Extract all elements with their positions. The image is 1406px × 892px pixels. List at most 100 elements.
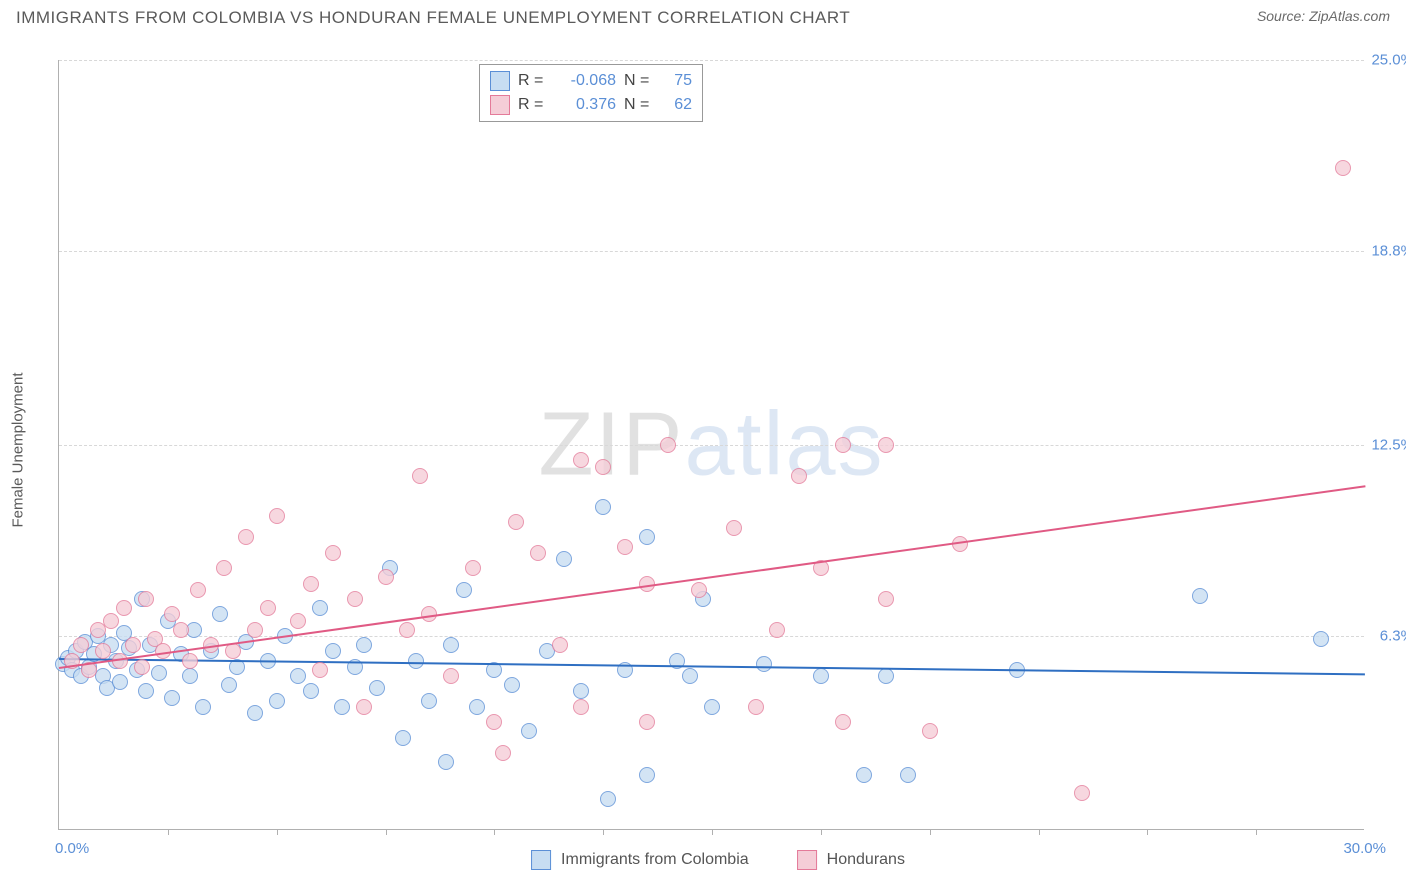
y-tick-label: 12.5% — [1354, 437, 1406, 454]
data-point-colombia — [182, 668, 198, 684]
data-point-honduras — [878, 437, 894, 453]
data-point-colombia — [438, 754, 454, 770]
legend-n-value: 75 — [662, 69, 692, 93]
data-point-colombia — [1313, 631, 1329, 647]
data-point-colombia — [456, 582, 472, 598]
data-point-colombia — [704, 699, 720, 715]
data-point-honduras — [552, 637, 568, 653]
data-point-colombia — [395, 730, 411, 746]
data-point-honduras — [269, 508, 285, 524]
data-point-honduras — [726, 520, 742, 536]
data-point-colombia — [504, 677, 520, 693]
data-point-honduras — [835, 714, 851, 730]
source-link[interactable]: ZipAtlas.com — [1309, 8, 1390, 24]
series-swatch-honduras — [797, 850, 817, 870]
data-point-honduras — [443, 668, 459, 684]
source-attribution: Source: ZipAtlas.com — [1257, 8, 1390, 24]
data-point-honduras — [573, 452, 589, 468]
data-point-honduras — [1335, 160, 1351, 176]
data-point-honduras — [356, 699, 372, 715]
data-point-colombia — [556, 551, 572, 567]
series-legend-item-colombia: Immigrants from Colombia — [531, 850, 749, 870]
source-prefix: Source: — [1257, 8, 1309, 24]
chart-container: Female Unemployment ZIPatlas R =-0.068N … — [48, 60, 1388, 840]
data-point-honduras — [495, 745, 511, 761]
data-point-honduras — [325, 545, 341, 561]
data-point-honduras — [508, 514, 524, 530]
data-point-honduras — [573, 699, 589, 715]
data-point-colombia — [595, 499, 611, 515]
data-point-honduras — [691, 582, 707, 598]
data-point-colombia — [269, 693, 285, 709]
data-point-honduras — [247, 622, 263, 638]
data-point-colombia — [212, 606, 228, 622]
data-point-honduras — [347, 591, 363, 607]
data-point-honduras — [182, 653, 198, 669]
data-point-colombia — [247, 705, 263, 721]
gridline — [59, 445, 1364, 446]
data-point-colombia — [878, 668, 894, 684]
data-point-honduras — [238, 529, 254, 545]
data-point-honduras — [769, 622, 785, 638]
data-point-honduras — [103, 613, 119, 629]
x-axis-start-label: 0.0% — [55, 840, 89, 857]
data-point-honduras — [639, 714, 655, 730]
x-tick — [494, 829, 495, 835]
data-point-colombia — [856, 767, 872, 783]
data-point-colombia — [151, 665, 167, 681]
x-tick — [1039, 829, 1040, 835]
data-point-colombia — [334, 699, 350, 715]
data-point-honduras — [260, 600, 276, 616]
data-point-honduras — [486, 714, 502, 730]
y-tick-label: 18.8% — [1354, 242, 1406, 259]
data-point-colombia — [756, 656, 772, 672]
data-point-colombia — [639, 529, 655, 545]
data-point-honduras — [312, 662, 328, 678]
data-point-honduras — [617, 539, 633, 555]
x-tick — [277, 829, 278, 835]
data-point-honduras — [164, 606, 180, 622]
correlation-legend: R =-0.068N =75R =0.376N =62 — [479, 64, 703, 122]
legend-r-value: 0.376 — [556, 93, 616, 117]
data-point-honduras — [835, 437, 851, 453]
data-point-honduras — [134, 659, 150, 675]
data-point-colombia — [325, 643, 341, 659]
data-point-colombia — [138, 683, 154, 699]
data-point-colombia — [421, 693, 437, 709]
data-point-honduras — [173, 622, 189, 638]
data-point-colombia — [469, 699, 485, 715]
data-point-colombia — [408, 653, 424, 669]
legend-r-label: R = — [518, 93, 548, 117]
data-point-colombia — [112, 674, 128, 690]
data-point-honduras — [95, 643, 111, 659]
data-point-colombia — [369, 680, 385, 696]
data-point-colombia — [443, 637, 459, 653]
data-point-honduras — [748, 699, 764, 715]
data-point-honduras — [465, 560, 481, 576]
legend-r-label: R = — [518, 69, 548, 93]
data-point-honduras — [660, 437, 676, 453]
plot-area: ZIPatlas R =-0.068N =75R =0.376N =62 0.0… — [58, 60, 1364, 830]
data-point-colombia — [573, 683, 589, 699]
y-tick-label: 25.0% — [1354, 52, 1406, 69]
gridline — [59, 251, 1364, 252]
data-point-colombia — [356, 637, 372, 653]
data-point-honduras — [125, 637, 141, 653]
data-point-honduras — [878, 591, 894, 607]
x-axis-end-label: 30.0% — [1343, 840, 1386, 857]
data-point-honduras — [922, 723, 938, 739]
data-point-honduras — [225, 643, 241, 659]
data-point-honduras — [190, 582, 206, 598]
legend-r-value: -0.068 — [556, 69, 616, 93]
x-tick — [1256, 829, 1257, 835]
data-point-honduras — [595, 459, 611, 475]
legend-n-value: 62 — [662, 93, 692, 117]
data-point-honduras — [412, 468, 428, 484]
data-point-honduras — [399, 622, 415, 638]
trend-line-colombia — [59, 658, 1365, 675]
data-point-honduras — [1074, 785, 1090, 801]
legend-swatch-honduras — [490, 95, 510, 115]
data-point-colombia — [195, 699, 211, 715]
series-label-colombia: Immigrants from Colombia — [561, 851, 749, 869]
chart-title: IMMIGRANTS FROM COLOMBIA VS HONDURAN FEM… — [16, 8, 850, 28]
